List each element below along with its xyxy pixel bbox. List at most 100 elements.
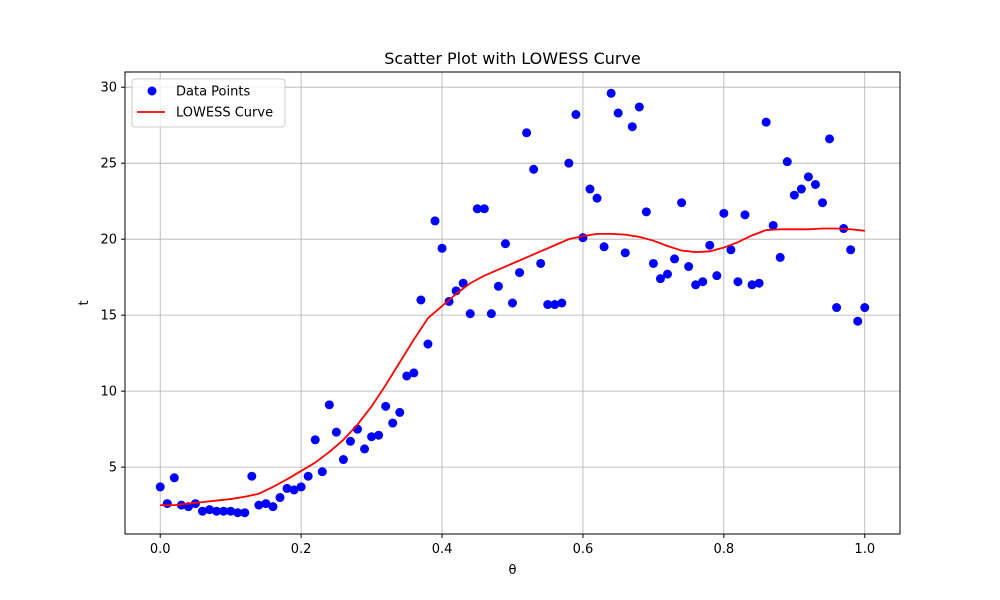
data-point xyxy=(479,204,489,214)
data-point xyxy=(592,193,602,203)
data-point xyxy=(472,204,482,214)
data-point xyxy=(226,506,236,516)
x-tick-label: 0.4 xyxy=(432,542,453,557)
data-point xyxy=(613,108,623,118)
data-point xyxy=(486,309,496,319)
data-point xyxy=(803,172,813,182)
data-point xyxy=(296,482,306,492)
data-point xyxy=(522,128,532,138)
series-data-points xyxy=(155,88,870,518)
y-tick-label: 5 xyxy=(109,461,117,476)
y-tick-label: 15 xyxy=(100,309,117,324)
data-point xyxy=(416,295,426,305)
data-point xyxy=(395,407,405,417)
data-point xyxy=(345,436,355,446)
data-point xyxy=(853,316,863,326)
y-tick-label: 25 xyxy=(100,157,117,172)
data-point xyxy=(493,281,503,291)
data-point xyxy=(543,300,553,310)
data-point xyxy=(409,368,419,378)
data-point xyxy=(782,157,792,167)
data-point xyxy=(846,245,856,255)
legend-box xyxy=(131,78,286,128)
data-point xyxy=(641,207,651,217)
x-tick-label: 0.0 xyxy=(150,542,171,557)
data-point xyxy=(317,467,327,477)
data-point xyxy=(818,198,827,208)
data-point xyxy=(747,280,757,290)
data-point xyxy=(219,506,229,516)
data-point xyxy=(388,418,398,428)
x-tick-label: 0.2 xyxy=(291,542,312,557)
data-point xyxy=(691,280,701,290)
data-point xyxy=(500,239,510,249)
data-point xyxy=(240,508,250,518)
data-point xyxy=(169,473,179,483)
data-point xyxy=(564,158,574,168)
data-point xyxy=(810,179,820,189)
data-point xyxy=(796,184,806,194)
data-point xyxy=(684,262,694,272)
data-point xyxy=(655,274,665,284)
data-point xyxy=(423,339,433,349)
data-point xyxy=(740,210,750,220)
data-point xyxy=(599,242,609,252)
data-point xyxy=(458,278,468,288)
data-point xyxy=(289,485,299,495)
data-point xyxy=(670,254,680,264)
lowess-curve xyxy=(160,227,865,507)
data-point xyxy=(205,505,215,515)
data-point xyxy=(268,502,278,512)
data-point xyxy=(550,300,560,310)
data-point xyxy=(648,258,658,268)
data-point xyxy=(310,435,320,445)
legend-label-data-points: Data Points xyxy=(176,85,250,100)
data-point xyxy=(627,122,637,132)
data-point xyxy=(162,499,172,509)
data-point xyxy=(374,430,384,440)
data-point xyxy=(634,102,644,112)
data-point xyxy=(324,400,334,410)
data-point xyxy=(275,493,285,503)
data-point xyxy=(825,134,835,144)
data-point xyxy=(606,88,616,98)
data-point xyxy=(536,258,546,268)
data-point xyxy=(247,471,257,481)
data-point xyxy=(198,506,207,516)
data-point xyxy=(233,508,243,518)
y-tick-label: 30 xyxy=(100,81,117,96)
data-point xyxy=(789,190,799,200)
data-point xyxy=(663,269,672,279)
data-point xyxy=(705,240,715,250)
x-tick-label: 0.6 xyxy=(573,542,594,557)
x-axis-label: θ xyxy=(509,563,517,578)
x-tick-label: 0.8 xyxy=(714,542,735,557)
ticks: 0.0 0.2 0.4 0.6 0.8 1.0 5 10 15 20 25 30 xyxy=(100,81,875,557)
grid xyxy=(125,72,900,534)
data-point xyxy=(212,506,222,516)
data-point xyxy=(832,303,842,313)
data-point xyxy=(860,303,870,313)
data-point xyxy=(761,117,771,127)
data-point xyxy=(508,298,517,308)
data-point xyxy=(381,401,391,411)
y-tick-label: 20 xyxy=(100,233,117,248)
data-point xyxy=(698,277,708,287)
data-point xyxy=(585,184,595,194)
legend: Data Points LOWESS Curve xyxy=(131,78,286,128)
y-axis-label: t xyxy=(77,300,92,305)
data-point xyxy=(437,243,447,253)
data-point xyxy=(254,500,264,510)
x-tick-label: 1.0 xyxy=(854,542,875,557)
y-tick-label: 10 xyxy=(100,385,117,400)
data-point xyxy=(557,298,567,308)
data-point xyxy=(726,245,736,255)
legend-marker-data-points xyxy=(147,86,157,96)
data-point xyxy=(733,277,743,287)
data-point xyxy=(571,110,581,120)
plot-frame xyxy=(124,71,901,535)
data-point xyxy=(261,499,271,509)
data-point xyxy=(529,164,539,174)
data-point xyxy=(677,198,687,208)
